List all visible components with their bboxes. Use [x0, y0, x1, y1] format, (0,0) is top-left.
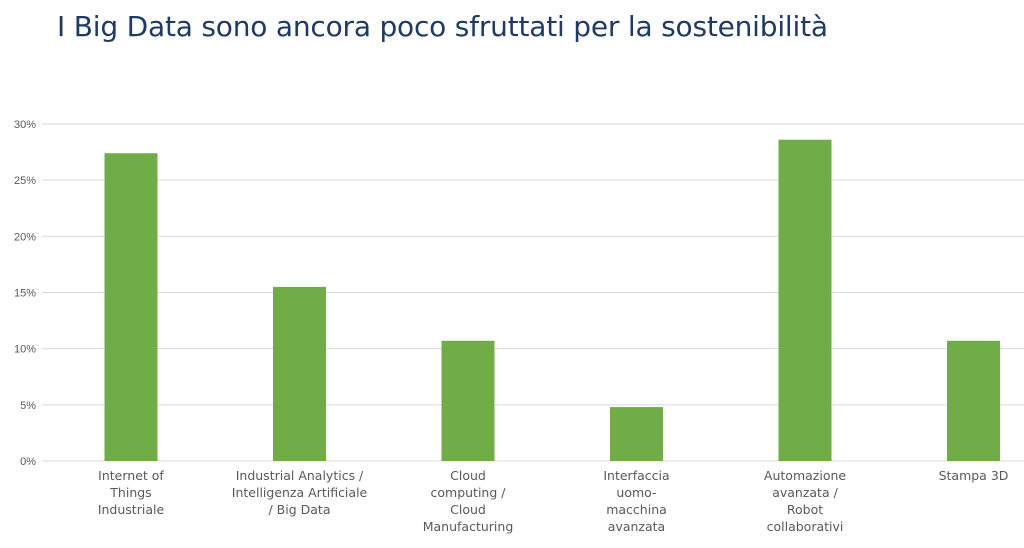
x-category-label-line: Interfaccia — [603, 468, 669, 483]
x-category-label-line: Intelligenza Artificiale — [232, 485, 368, 500]
bar — [778, 139, 832, 461]
x-category-label-line: Things — [109, 485, 151, 500]
x-category-label-line: uomo- — [616, 485, 656, 500]
x-category-label-line: Stampa 3D — [939, 468, 1009, 483]
y-tick-label: 15% — [14, 288, 36, 300]
x-category-label-line: Cloud — [450, 502, 486, 517]
x-category-label: Internet of Things Industriale — [98, 468, 165, 517]
x-category-label: Industrial Analytics / Intelligenza Artif… — [232, 468, 368, 517]
x-category-label-line: Cloud — [450, 468, 486, 483]
bar — [610, 407, 663, 461]
y-tick-label: 30% — [14, 119, 36, 131]
y-tick-label: 10% — [14, 344, 36, 356]
slide-title: I Big Data sono ancora poco sfruttati pe… — [57, 10, 828, 43]
x-category-label-line: Internet of — [98, 468, 164, 483]
x-axis-labels: Internet of Things Industriale Industrial A… — [98, 468, 1009, 534]
bar — [441, 340, 495, 461]
x-category-label-line: avanzata / — [772, 485, 838, 500]
x-category-label: Automazione avanzata / Robot collaborativi — [764, 468, 846, 534]
x-category-label-line: collaborativi — [767, 519, 844, 534]
x-category-label-line: avanzata — [608, 519, 665, 534]
x-category-label: Stampa 3D — [939, 468, 1009, 483]
y-tick-label: 25% — [14, 175, 36, 187]
x-category-label-line: / Big Data — [269, 502, 331, 517]
x-category-label-line: Robot — [787, 502, 823, 517]
x-category-label: Interfaccia uomo-macchina avanzata — [603, 468, 669, 534]
y-tick-label: 20% — [14, 231, 36, 243]
x-category-label-line: Automazione — [764, 468, 846, 483]
bar — [273, 286, 326, 461]
y-axis-ticks: 0% 5% 10% 15% 20% 25% 30% — [14, 119, 36, 468]
bars — [104, 139, 1000, 461]
bar — [104, 153, 158, 461]
gridlines — [42, 123, 1024, 462]
bar — [947, 340, 1000, 461]
y-tick-label: 5% — [20, 400, 36, 412]
x-category-label: Cloud computing / Cloud Manufacturing — [423, 468, 514, 534]
y-tick-label: 0% — [20, 456, 36, 468]
x-category-label-line: macchina — [606, 502, 667, 517]
x-category-label-line: Manufacturing — [423, 519, 514, 534]
x-category-label-line: Industrial Analytics / — [236, 468, 364, 483]
x-category-label-line: Industriale — [98, 502, 165, 517]
x-category-label-line: computing / — [431, 485, 507, 500]
